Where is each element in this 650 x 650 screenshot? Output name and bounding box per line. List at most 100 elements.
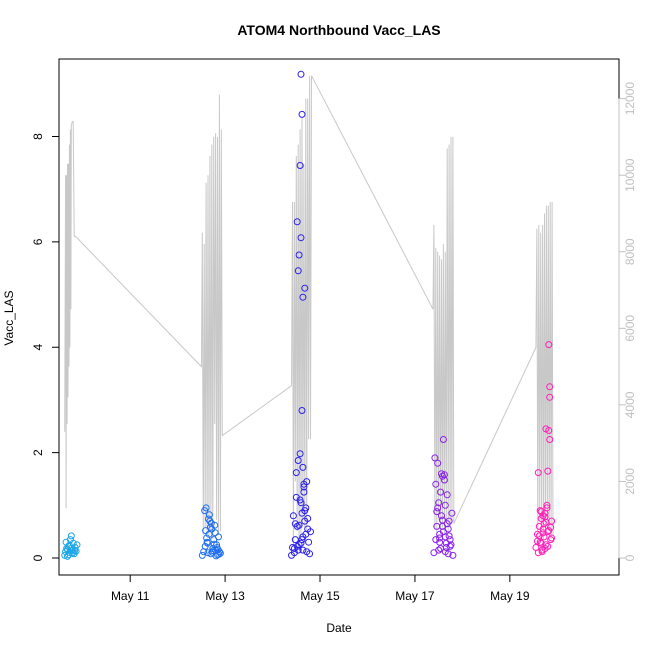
y2-tick-label: 6000 [623,315,637,342]
data-point [441,501,449,509]
y-axis-label: Vacc_LAS [2,290,16,345]
y-tick-label: 2 [31,449,45,456]
data-point [444,550,452,558]
data-point [205,511,213,519]
data-point [289,512,297,520]
data-point [435,546,443,554]
data-point [202,527,210,535]
data-point [449,551,457,559]
data-point [210,540,218,548]
data-point [546,383,554,391]
y2-tick-label: 10000 [623,158,637,192]
data-point [438,470,445,478]
x-tick-label: May 11 [111,589,150,603]
x-tick-label: May 13 [205,589,245,603]
data-point [446,536,454,544]
plot-frame [58,58,620,576]
x-tick-label: May 19 [490,589,530,603]
data-point [546,436,554,443]
series-group-0 [61,532,81,560]
data-point [438,512,445,520]
data-point [212,552,220,560]
data-point [64,546,71,554]
y2-tick-label: 0 [623,554,637,561]
data-point [433,508,441,516]
series-group-3 [430,436,457,559]
data-point [295,521,303,529]
data-point [206,523,214,531]
data-point [214,546,222,554]
data-point [544,542,552,550]
data-point [73,541,81,549]
data-point [295,541,303,549]
data-point [291,536,299,544]
data-point [541,513,549,521]
y2-tick-label: 4000 [623,391,637,418]
series-group-2 [288,70,314,559]
data-point [294,267,302,275]
y-axis: 0 2 4 6 8 [31,133,60,561]
y2-tick-label: 8000 [623,238,637,265]
data-point [544,467,552,475]
x-tick-label: May 15 [300,589,340,603]
data-point [439,436,447,443]
data-point [300,488,308,496]
secondary-y-axis: 0 2000 4000 6000 8000 10000 12000 [618,82,637,561]
data-point [67,532,75,540]
data-point [295,251,303,259]
data-point [296,496,304,504]
data-point [294,457,302,464]
data-point [437,545,445,552]
data-point [299,546,307,554]
data-point [434,504,442,512]
data-point [546,393,554,401]
data-point [198,551,206,559]
data-point [448,509,456,517]
data-point [543,501,551,509]
data-point [537,508,545,516]
data-point [294,546,302,554]
scatter-points-layer [61,70,556,560]
data-point [298,110,306,118]
data-point [304,525,312,533]
data-point [65,541,73,549]
data-point [291,520,299,528]
data-point [301,507,309,515]
data-point [439,528,447,536]
data-point [536,507,544,515]
data-point [298,407,306,414]
data-point [548,534,556,542]
data-point [297,539,305,547]
series-group-4 [532,341,556,557]
data-point [537,539,545,547]
y-tick-label: 6 [31,238,45,245]
data-point [540,520,548,528]
data-point [305,538,313,546]
data-point [437,488,445,496]
chart-title: ATOM4 Northbound Vacc_LAS [237,22,440,38]
data-point [71,547,79,555]
data-point [545,341,553,349]
data-point [208,548,216,556]
data-point [542,541,550,549]
data-point [431,454,439,462]
data-point [205,515,212,523]
data-point [436,534,444,542]
data-point [204,539,211,547]
data-point [304,515,312,522]
x-tick-label: May 17 [395,589,435,603]
x-axis-label: Date [326,621,352,635]
data-point [446,542,454,550]
data-point [545,427,553,434]
data-point [543,504,551,512]
y2-tick-label: 12000 [623,82,637,116]
data-point [533,537,541,545]
data-point [542,518,550,526]
data-point [440,476,448,484]
data-point [300,480,308,488]
data-point [545,527,553,535]
data-point [435,499,443,507]
data-point [201,507,209,515]
data-point [211,521,219,529]
